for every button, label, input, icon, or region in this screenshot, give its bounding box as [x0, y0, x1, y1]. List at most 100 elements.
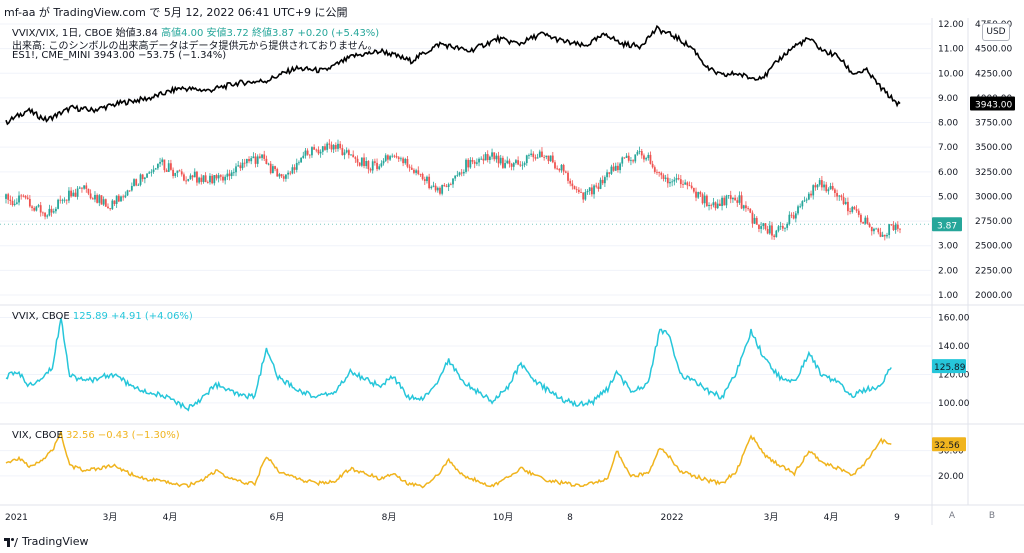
- candle-body: [732, 197, 734, 200]
- candle-body: [48, 208, 51, 216]
- candle-body: [857, 210, 860, 215]
- candle-body: [293, 167, 296, 170]
- candle-body: [595, 185, 598, 187]
- candle-body: [217, 175, 220, 179]
- es-last-value-badge: [970, 96, 1015, 111]
- candle-body: [573, 186, 576, 190]
- candle-body: [55, 208, 57, 212]
- candle-body: [280, 174, 283, 177]
- candle-body: [443, 185, 446, 187]
- es-price-line: [5, 24, 901, 126]
- candle-body: [554, 162, 556, 169]
- currency-button[interactable]: USD: [982, 23, 1010, 41]
- candle-body: [781, 225, 784, 229]
- candle-body: [11, 200, 14, 206]
- candle-body: [291, 167, 294, 174]
- x-tick-label: 4月: [824, 512, 839, 523]
- candle-body: [669, 182, 671, 184]
- candle-body: [165, 170, 168, 172]
- y-tick-label: 5.00: [938, 192, 958, 202]
- candle-body: [823, 184, 825, 188]
- candle-body: [395, 156, 398, 158]
- scale-button-a[interactable]: A: [948, 511, 956, 521]
- candle-body: [636, 151, 639, 155]
- candle-body: [402, 158, 404, 164]
- candle-body: [651, 163, 654, 168]
- scale-button-b[interactable]: B: [988, 511, 996, 521]
- candle-body: [232, 172, 235, 174]
- candle-body: [773, 235, 776, 238]
- candle-body: [287, 172, 289, 175]
- candle-body: [760, 226, 763, 229]
- candle-body: [606, 172, 608, 178]
- candle-body: [849, 211, 851, 212]
- candle-body: [801, 201, 804, 207]
- candle-body: [219, 175, 222, 177]
- main-legend-open: 始値3.84: [115, 28, 158, 39]
- candle-body: [98, 195, 101, 203]
- candle-body: [491, 152, 493, 157]
- candle-body: [406, 158, 409, 167]
- candle-body: [571, 183, 574, 187]
- candle-body: [705, 195, 708, 207]
- candle-body: [577, 189, 580, 193]
- candle-body: [480, 158, 483, 160]
- candle-body: [703, 195, 706, 204]
- candle-body: [341, 148, 344, 156]
- candle-body: [367, 161, 370, 170]
- candle-body: [70, 190, 72, 197]
- candle-body: [89, 193, 92, 199]
- candle-body: [551, 155, 554, 163]
- candle-body: [163, 159, 166, 171]
- candle-body: [222, 176, 224, 181]
- footer-brand: TradingView: [4, 535, 88, 548]
- candle-body: [152, 169, 155, 172]
- candle-body: [452, 178, 454, 185]
- main-legend-line1: VVIX/VIX, 1日, CBOE 始値3.84 高値4.00 安値3.72 …: [12, 24, 379, 39]
- candle-body: [133, 179, 135, 186]
- candle-body: [196, 171, 198, 183]
- candle-body: [653, 167, 656, 172]
- candle-body: [122, 196, 125, 198]
- candle-body: [569, 180, 572, 184]
- candle-body: [786, 223, 789, 228]
- publish-header: mf-aa が TradingView.com で 5月 12, 2022 06…: [4, 6, 348, 19]
- candle-body: [834, 189, 836, 193]
- candle-body: [584, 192, 587, 200]
- candle-body: [81, 187, 83, 189]
- candle-body: [65, 199, 68, 201]
- candle-body: [397, 157, 400, 159]
- candle-body: [810, 193, 812, 196]
- candle-body: [308, 154, 311, 156]
- candle-body: [521, 164, 524, 166]
- candle-body: [484, 154, 487, 161]
- vvix-last-value-label: 125.89: [934, 363, 966, 373]
- candle-body: [358, 162, 361, 166]
- candle-body: [137, 184, 140, 186]
- vix-last-value-label: 32.56: [934, 441, 960, 451]
- candle-body: [712, 202, 715, 206]
- candle-body: [515, 160, 517, 163]
- es-legend-symbol: ES1!, CME_MINI: [12, 50, 91, 61]
- vix-legend-values: 32.56 −0.43 (−1.30%): [66, 430, 180, 441]
- main-legend-symbol: VVIX/VIX, 1日, CBOE: [12, 28, 113, 39]
- candle-body: [640, 151, 643, 156]
- es-legend-values: 3943.00 −53.75 (−1.34%): [93, 50, 227, 61]
- x-tick-label: 9: [894, 513, 900, 523]
- candle-body: [723, 197, 726, 206]
- candle-body: [94, 195, 96, 200]
- candle-body: [150, 171, 153, 173]
- candle-body: [328, 143, 331, 145]
- candle-body: [508, 160, 511, 164]
- candle-body: [198, 177, 201, 183]
- candle-body: [827, 189, 830, 192]
- y-tick-label: 10.00: [938, 69, 964, 79]
- candle-body: [384, 155, 387, 161]
- candle-body: [666, 177, 669, 184]
- candle-body: [156, 163, 159, 169]
- candle-body: [239, 165, 242, 169]
- candle-body: [334, 145, 337, 149]
- candle-body: [877, 228, 880, 233]
- candle-body: [154, 168, 157, 170]
